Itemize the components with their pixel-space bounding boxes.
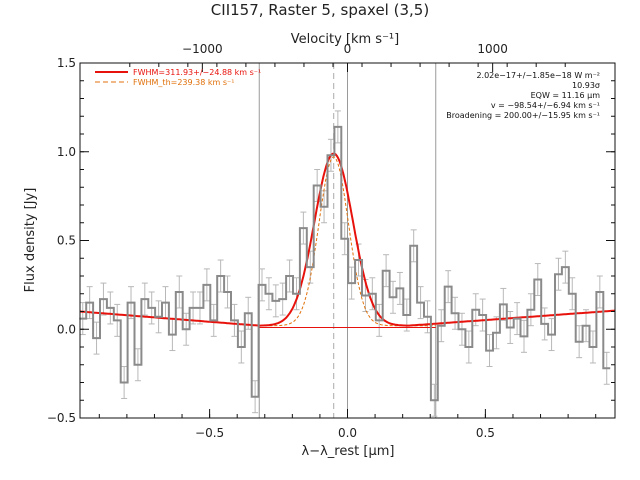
y-tick-label: 0.0 — [57, 322, 76, 336]
y-tick-label: 1.0 — [57, 145, 76, 159]
top-axis-label: Velocity [km s⁻¹] — [291, 32, 399, 47]
y-tick-label: 1.5 — [57, 56, 76, 70]
top-tick-label: −1000 — [182, 42, 223, 56]
legend-label: FWHM_th=239.38 km s⁻¹ — [133, 78, 234, 87]
x-axis-label: λ−λ_rest [μm] — [302, 444, 395, 459]
top-tick-label: 0 — [344, 42, 352, 56]
fit-annotation: Broadening = 200.00+/−15.95 km s⁻¹ — [446, 111, 600, 120]
top-tick-label: 1000 — [477, 42, 508, 56]
x-tick-label: 0.5 — [476, 426, 495, 440]
spectrum-histogram — [79, 125, 611, 402]
fit-annotation: EQW = 11.16 μm — [531, 91, 601, 100]
legend-label: FWHM=311.93+/−24.88 km s⁻¹ — [133, 68, 261, 77]
y-tick-label: −0.5 — [47, 411, 76, 425]
y-tick-label: 0.5 — [57, 234, 76, 248]
fit-annotation: 10.93σ — [572, 81, 600, 90]
fit-annotation: 2.02e−17+/−1.85e−18 W m⁻² — [476, 71, 600, 80]
fit-annotation: v = −98.54+/−6.94 km s⁻¹ — [491, 101, 600, 110]
chart-title: CII157, Raster 5, spaxel (3,5) — [211, 1, 429, 19]
x-tick-label: −0.5 — [195, 426, 224, 440]
x-tick-label: 0.0 — [338, 426, 357, 440]
y-axis-label: Flux density [Jy] — [23, 188, 38, 293]
